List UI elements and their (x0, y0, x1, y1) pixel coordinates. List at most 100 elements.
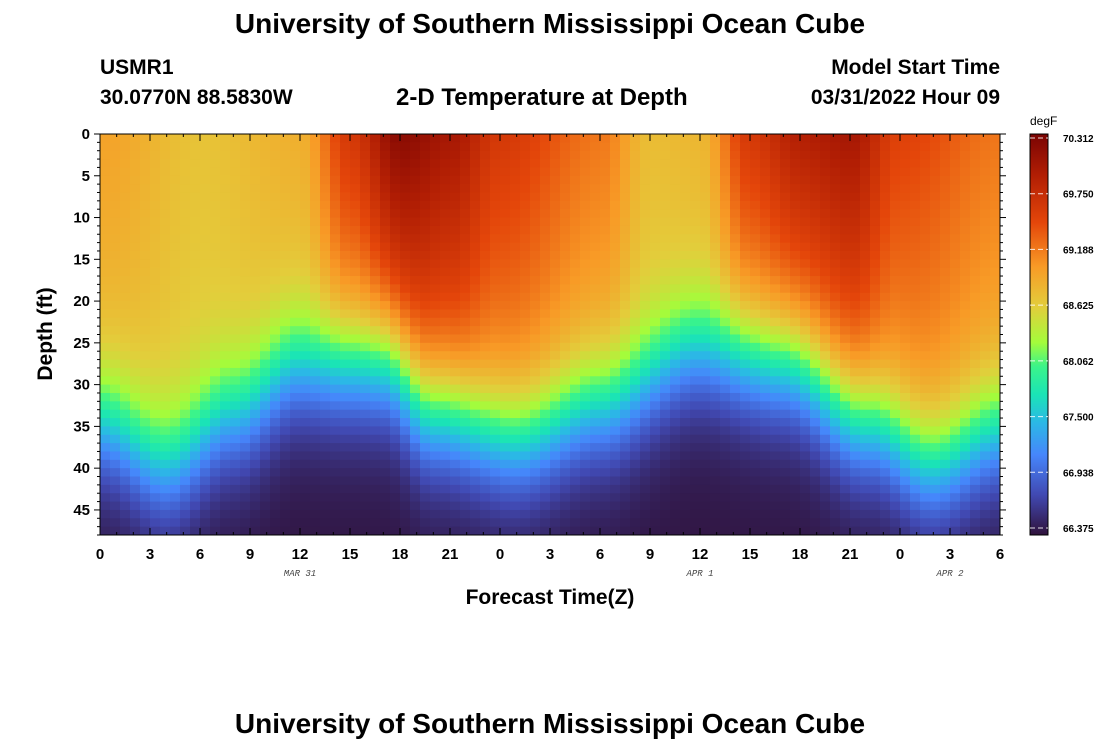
heatmap-cell (910, 267, 921, 277)
heatmap-cell (610, 342, 621, 352)
heatmap-cell (520, 509, 531, 519)
heatmap-cell (620, 501, 631, 511)
heatmap-cell (720, 267, 731, 277)
heatmap-cell (780, 376, 791, 386)
heatmap-cell (780, 301, 791, 311)
heatmap-cell (740, 200, 751, 210)
heatmap-cell (410, 209, 421, 219)
heatmap-cell (730, 167, 741, 177)
heatmap-cell (550, 184, 561, 194)
heatmap-cell (960, 484, 971, 494)
heatmap-cell (640, 284, 651, 294)
heatmap-cell (260, 493, 271, 503)
heatmap-cell (830, 225, 841, 235)
heatmap-cell (930, 267, 941, 277)
heatmap-cell (870, 518, 881, 528)
heatmap-cell (380, 376, 391, 386)
heatmap-cell (390, 150, 401, 160)
heatmap-cell (230, 426, 241, 436)
heatmap-cell (560, 167, 571, 177)
heatmap-cell (220, 175, 231, 185)
heatmap-cell (460, 234, 471, 244)
heatmap-cell (890, 484, 901, 494)
heatmap-cell (570, 225, 581, 235)
heatmap-cell (270, 384, 281, 394)
heatmap-cell (570, 209, 581, 219)
heatmap-cell (380, 175, 391, 185)
heatmap-cell (270, 392, 281, 402)
heatmap-cell (170, 334, 181, 344)
heatmap-cell (410, 334, 421, 344)
heatmap-cell (540, 342, 551, 352)
heatmap-cell (880, 401, 891, 411)
heatmap-cell (670, 459, 681, 469)
heatmap-cell (350, 301, 361, 311)
heatmap-cell (960, 376, 971, 386)
heatmap-cell (820, 451, 831, 461)
heatmap-cell (550, 484, 561, 494)
heatmap-cell (450, 242, 461, 252)
heatmap-cell (300, 276, 311, 285)
heatmap-cell (690, 484, 701, 494)
heatmap-cell (570, 342, 581, 352)
heatmap-cell (500, 284, 511, 294)
heatmap-cell (280, 468, 291, 478)
heatmap-cell (530, 184, 541, 194)
heatmap-cell (940, 309, 951, 319)
heatmap-cell (390, 284, 401, 294)
heatmap-cell (690, 200, 701, 210)
heatmap-cell (600, 451, 611, 461)
heatmap-cell (230, 192, 241, 202)
heatmap-cell (400, 317, 411, 327)
heatmap-cell (280, 259, 291, 269)
heatmap-cell (970, 192, 981, 202)
heatmap-cell (690, 259, 701, 269)
heatmap-cell (140, 242, 151, 252)
heatmap-cell (910, 142, 921, 152)
heatmap-cell (500, 150, 511, 160)
heatmap-cell (950, 468, 961, 478)
heatmap-cell (860, 192, 871, 202)
heatmap-cell (160, 392, 171, 402)
heatmap-cell (230, 167, 241, 177)
heatmap-cell (310, 484, 321, 494)
heatmap-cell (280, 209, 291, 219)
heatmap-cell (980, 317, 991, 327)
heatmap-cell (930, 225, 941, 235)
heatmap-cell (570, 159, 581, 169)
heatmap-cell (670, 250, 681, 260)
heatmap-cell (130, 250, 141, 260)
heatmap-cell (110, 334, 121, 344)
heatmap-cell (420, 468, 431, 478)
heatmap-cell (500, 276, 511, 285)
heatmap-cell (300, 134, 311, 143)
heatmap-cell (350, 434, 361, 444)
heatmap-cell (160, 401, 171, 411)
heatmap-cell (970, 225, 981, 235)
heatmap-cell (480, 476, 491, 486)
heatmap-cell (190, 301, 201, 311)
heatmap-cell (520, 326, 531, 336)
heatmap-cell (320, 359, 331, 369)
heatmap-cell (220, 184, 231, 194)
heatmap-cell (690, 284, 701, 294)
heatmap-cell (940, 134, 951, 143)
heatmap-cell (600, 301, 611, 311)
heatmap-cell (900, 501, 911, 511)
heatmap-cell (210, 401, 221, 411)
heatmap-cell (940, 184, 951, 194)
heatmap-cell (530, 284, 541, 294)
heatmap-cell (410, 292, 421, 302)
heatmap-cell (890, 250, 901, 260)
heatmap-cell (130, 192, 141, 202)
heatmap-cell (590, 493, 601, 503)
heatmap-cell (700, 434, 711, 444)
heatmap-cell (250, 376, 261, 386)
heatmap-cell (200, 426, 211, 436)
heatmap-cell (480, 459, 491, 469)
heatmap-cell (150, 476, 161, 486)
heatmap-cell (640, 334, 651, 344)
heatmap-cell (990, 367, 1000, 377)
heatmap-cell (750, 401, 761, 411)
heatmap-cell (310, 518, 321, 528)
